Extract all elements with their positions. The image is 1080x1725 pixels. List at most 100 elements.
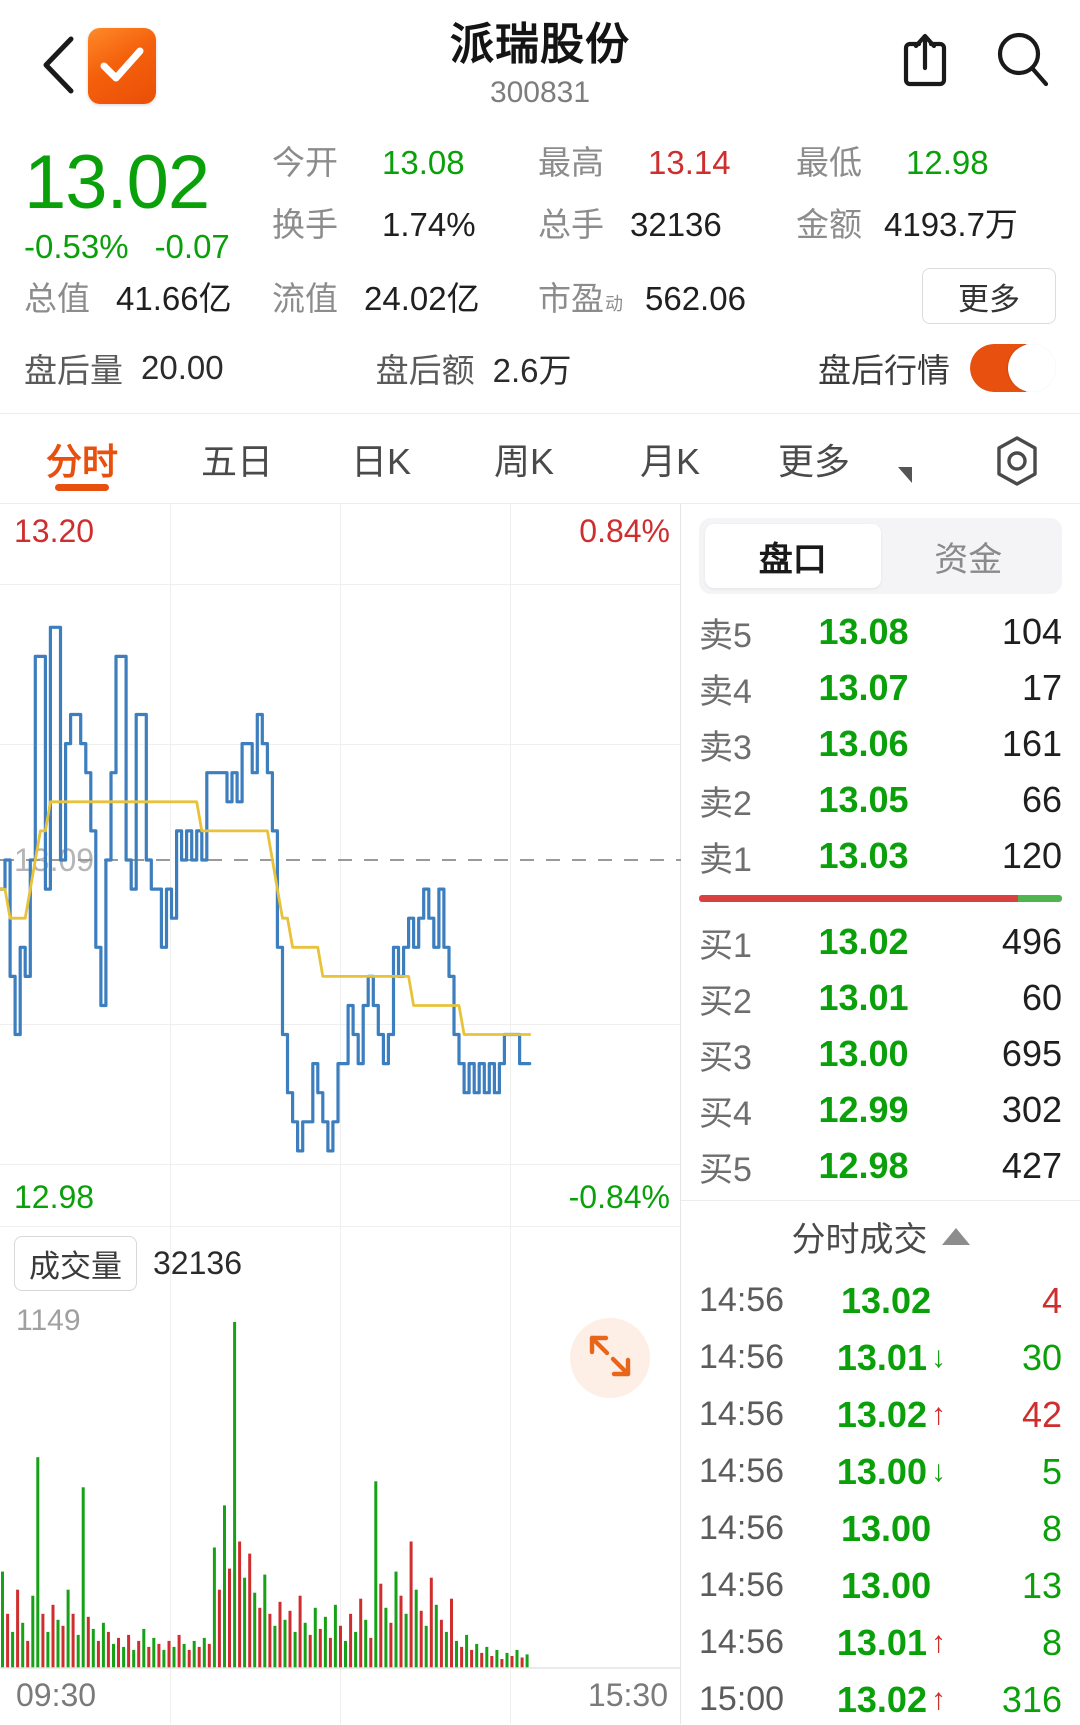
bid2-label: 买2 [699, 982, 752, 1021]
order-book-row[interactable]: 卖3 13.06 161 [681, 716, 1080, 772]
bid2-volume: 60 [1021, 977, 1062, 1018]
tab-fenshi[interactable]: 分时 [0, 414, 164, 503]
tab-rik-label: 日K [350, 440, 411, 482]
deal-price: 13.00 ↓ [836, 1450, 946, 1492]
order-book-row[interactable]: 买4 12.99 302 [681, 1082, 1080, 1138]
volume-chip-label[interactable]: 成交量 [14, 1236, 137, 1291]
deal-price: 13.02 [841, 1279, 932, 1321]
checkmark-logo[interactable] [88, 28, 156, 104]
back-button[interactable] [34, 34, 82, 96]
nav-actions [896, 26, 1054, 98]
tab-zhouk[interactable]: 周K [452, 414, 596, 503]
ask1-price: 13.03 [818, 835, 909, 876]
grid-line-h [0, 1164, 680, 1165]
stat-value-turnover: 1.74% [382, 206, 476, 243]
deal-row[interactable]: 14:56 13.00 13 [681, 1557, 1080, 1614]
quote-stats-row-2: 换手 1.74% 总手 32136 金额 4193.7万 [272, 198, 1056, 260]
expand-chart-button[interactable] [570, 1318, 650, 1398]
ask3-volume: 161 [1001, 723, 1062, 764]
tab-wuri[interactable]: 五日 [164, 414, 310, 503]
deal-price: 13.02 ↑ [836, 1393, 946, 1435]
deal-row[interactable]: 14:56 13.00 8 [681, 1500, 1080, 1557]
side-tab-pankou[interactable]: 盘口 [705, 524, 881, 588]
deal-row[interactable]: 14:56 13.02 ↑ 42 [681, 1386, 1080, 1443]
active-tab-underline [55, 484, 109, 491]
deal-row[interactable]: 14:56 13.01 ↑ 8 [681, 1614, 1080, 1671]
tab-fenshi-label: 分时 [45, 440, 118, 482]
grid-line-v [510, 504, 511, 1226]
deal-time: 14:56 [699, 1452, 785, 1490]
volume-total: 32136 [153, 1245, 242, 1281]
bid5-price: 12.98 [818, 1145, 909, 1186]
order-book-row[interactable]: 买2 13.01 60 [681, 970, 1080, 1026]
after-hours-amount-value: 2.6万 [492, 351, 572, 389]
grid-line-v [170, 1226, 171, 1724]
share-button[interactable] [896, 26, 958, 98]
stat-value-high: 13.14 [648, 144, 731, 181]
price-line-svg [0, 625, 681, 1153]
order-book-row[interactable]: 买3 13.00 695 [681, 1026, 1080, 1082]
grid-line-v [510, 1226, 511, 1724]
order-book-row[interactable]: 买1 13.02 496 [681, 914, 1080, 970]
current-price: 13.02 [24, 140, 210, 225]
toggle-knob [1008, 343, 1056, 392]
stat-value-open: 13.08 [382, 144, 465, 181]
ask5-label: 卖5 [699, 616, 752, 655]
order-book-row[interactable]: 卖2 13.05 66 [681, 772, 1080, 828]
order-book-row[interactable]: 卖1 13.03 120 [681, 828, 1080, 884]
stat-label-high: 最高 [538, 144, 604, 181]
quote-summary: 13.02 -0.53% -0.07 今开 13.08 最高 13.14 [0, 130, 1080, 324]
more-button[interactable]: 更多 [922, 268, 1056, 324]
stat-label-pe: 市盈 [538, 280, 604, 317]
deal-time: 14:56 [699, 1509, 785, 1547]
axis-bottom-price: 12.98 [14, 1179, 95, 1215]
deal-volume: 42 [1021, 1393, 1062, 1435]
arrow-down-icon: ↓ [930, 1340, 946, 1374]
deal-row[interactable]: 14:56 13.00 ↓ 5 [681, 1443, 1080, 1500]
order-book-row[interactable]: 卖5 13.08 104 [681, 604, 1080, 660]
order-book-row[interactable]: 买5 12.98 427 [681, 1138, 1080, 1194]
tab-yuek-label: 月K [639, 440, 700, 482]
volume-chart[interactable]: 成交量 32136 1149 09:30 15:30 [0, 1226, 681, 1724]
deal-time: 14:56 [699, 1566, 785, 1604]
deal-volume: 5 [1041, 1450, 1062, 1492]
ask3-price: 13.06 [818, 723, 909, 764]
bid3-price: 13.00 [818, 1033, 909, 1074]
ask3-label: 卖3 [699, 728, 752, 767]
change-percent: -0.53% [24, 228, 129, 265]
deal-time: 14:56 [699, 1395, 785, 1433]
after-hours-toggle[interactable] [970, 343, 1056, 392]
after-hours-bar: 盘后量 20.00 盘后额 2.6万 盘后行情 [0, 322, 1080, 414]
deal-volume: 30 [1021, 1336, 1062, 1378]
deal-row[interactable]: 15:00 13.02 ↑ 316 [681, 1671, 1080, 1725]
deal-volume: 8 [1041, 1621, 1062, 1663]
target-settings-icon [990, 436, 1044, 492]
search-button[interactable] [992, 26, 1054, 98]
axis-top-price: 13.20 [14, 513, 95, 549]
current-price-block: 13.02 -0.53% -0.07 [24, 136, 272, 266]
deal-row[interactable]: 14:56 13.01 ↓ 30 [681, 1329, 1080, 1386]
deals-header[interactable]: 分时成交 [681, 1200, 1080, 1272]
ask1-volume: 120 [1001, 835, 1062, 876]
intraday-price-chart[interactable]: 13.20 0.84% 12.98 -0.84% 13.09 [0, 504, 681, 1226]
deal-price: 13.02 ↑ [836, 1678, 946, 1720]
tab-yuek[interactable]: 月K [596, 414, 744, 503]
stat-value-pe: 562.06 [645, 280, 746, 317]
arrow-down-icon: ↓ [930, 1454, 946, 1488]
chevron-left-icon [41, 36, 75, 94]
tab-zhouk-label: 周K [493, 440, 554, 482]
tab-more[interactable]: 更多 [744, 414, 912, 503]
deal-volume: 4 [1041, 1279, 1062, 1321]
bid2-price: 13.01 [818, 977, 909, 1018]
change-value: -0.07 [154, 228, 230, 265]
ask2-volume: 66 [1021, 779, 1062, 820]
arrow-up-icon: ↑ [930, 1625, 946, 1659]
chart-settings-button[interactable] [990, 434, 1044, 493]
grid-line-h [0, 744, 680, 745]
grid-line-v [340, 504, 341, 1226]
tab-rik[interactable]: 日K [310, 414, 452, 503]
deal-row[interactable]: 14:56 13.02 4 [681, 1272, 1080, 1329]
side-tab-zijin[interactable]: 资金 [934, 540, 1003, 579]
deal-time: 14:56 [699, 1623, 785, 1661]
order-book-row[interactable]: 卖4 13.07 17 [681, 660, 1080, 716]
